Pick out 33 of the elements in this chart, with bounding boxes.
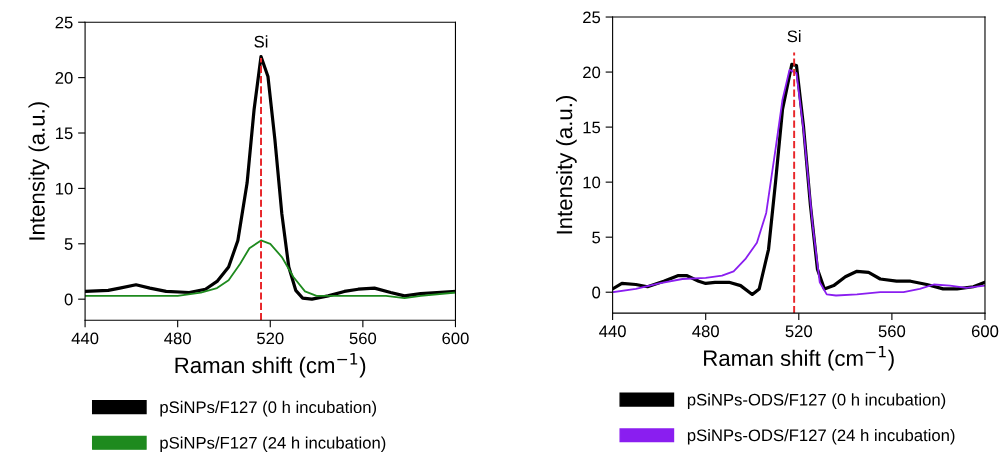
legend-label: pSiNPs/F127 (0 h incubation) xyxy=(160,400,377,417)
legend-label: pSiNPs/F127 (24 h incubation) xyxy=(160,436,386,453)
x-tick-label: 520 xyxy=(785,325,813,338)
y-tick-label: 25 xyxy=(583,11,601,24)
x-tick-label: 480 xyxy=(692,325,719,338)
y-tick-label: 10 xyxy=(583,176,601,189)
x-axis-title: Raman shift (cm$^{−1}$) xyxy=(175,353,366,378)
legend-label: pSiNPs-ODS/F127 (0 h incubation) xyxy=(687,393,946,409)
x-tick-label: 560 xyxy=(349,332,377,345)
y-tick-label: 25 xyxy=(55,16,73,29)
x-tick-label: 440 xyxy=(71,332,99,345)
y-axis-title: Intensity (a.u.) xyxy=(556,96,577,234)
y-axis-title: Intensity (a.u.) xyxy=(28,102,50,240)
x-tick-label: 440 xyxy=(599,325,626,338)
x-tick-label: 560 xyxy=(878,325,906,338)
y-tick-label: 20 xyxy=(583,66,601,79)
y-tick-label: 15 xyxy=(56,127,73,140)
ref-line-label: Si xyxy=(787,29,801,43)
y-tick-label: 5 xyxy=(64,238,73,250)
y-tick-label: 5 xyxy=(592,231,601,244)
x-tick-label: 480 xyxy=(164,332,191,345)
y-tick-label: 20 xyxy=(55,72,73,84)
line-series xyxy=(85,239,456,299)
ref-line-label: Si xyxy=(254,35,268,48)
x-tick-label: 600 xyxy=(442,332,469,345)
x-axis-title: Raman shift (cm$^{−1}$) xyxy=(704,346,894,371)
y-tick-label: 0 xyxy=(592,286,601,299)
legend-label: pSiNPs-ODS/F127 (24 h incubation) xyxy=(687,428,955,445)
y-tick-label: 15 xyxy=(583,121,601,134)
x-tick-label: 520 xyxy=(257,332,284,345)
x-tick-label: 600 xyxy=(971,325,999,338)
y-tick-label: 10 xyxy=(56,182,73,195)
y-tick-label: 0 xyxy=(64,293,73,306)
